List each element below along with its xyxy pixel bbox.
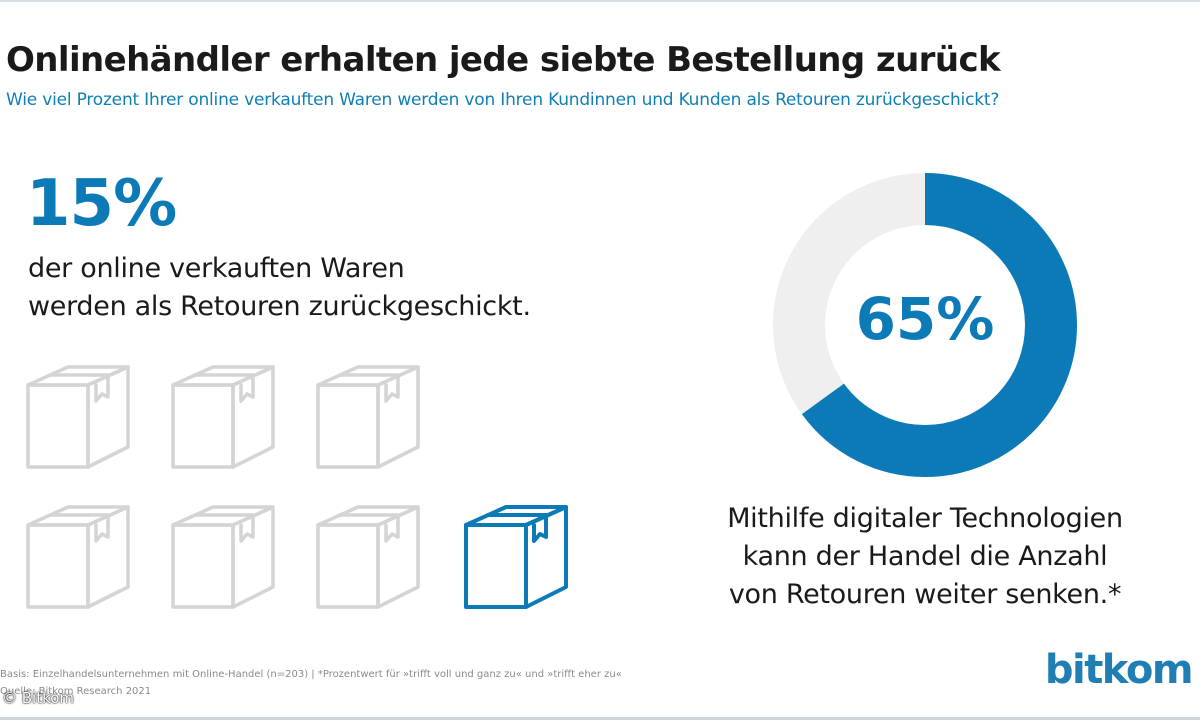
box-icon [171, 365, 275, 469]
donut-slice-value [773, 173, 1077, 477]
top-divider [0, 0, 1200, 2]
box-pictogram [26, 365, 568, 609]
donut-center-label: 65% [855, 285, 995, 353]
box-icon [316, 505, 420, 609]
donut-caption-line: kann der Handel die Anzahl [742, 541, 1108, 572]
footnote-source: Quelle: Bitkom Research 2021 [0, 686, 152, 697]
donut-caption: Mithilfe digitaler Technologien kann der… [650, 500, 1200, 614]
box-icon [316, 365, 420, 469]
copyright-notice: © Bitkom [2, 689, 75, 707]
box-icon [171, 505, 275, 609]
donut-caption-line: von Retouren weiter senken.* [728, 579, 1122, 610]
box-icon-highlighted [464, 505, 568, 609]
page-title: Onlinehändler erhalten jede siebte Beste… [6, 40, 1001, 80]
return-rate-description: der online verkauften Waren werden als R… [28, 250, 531, 326]
return-rate-description-line: der online verkauften Waren [28, 253, 405, 284]
box-icon [26, 365, 130, 469]
bottom-divider [0, 717, 1200, 720]
donut-chart [773, 173, 1077, 477]
bitkom-logo: bitkom [1044, 647, 1194, 693]
return-rate-description-line: werden als Retouren zurückgeschickt. [28, 291, 531, 322]
footnote-basis: Basis: Einzelhandelsunternehmen mit Onli… [0, 669, 622, 680]
return-rate-value: 15% [26, 167, 177, 241]
box-icon [26, 505, 130, 609]
footnote: Basis: Einzelhandelsunternehmen mit Onli… [0, 666, 622, 700]
page-subtitle: Wie viel Prozent Ihrer online verkauften… [6, 90, 1000, 110]
donut-caption-line: Mithilfe digitaler Technologien [727, 503, 1123, 534]
